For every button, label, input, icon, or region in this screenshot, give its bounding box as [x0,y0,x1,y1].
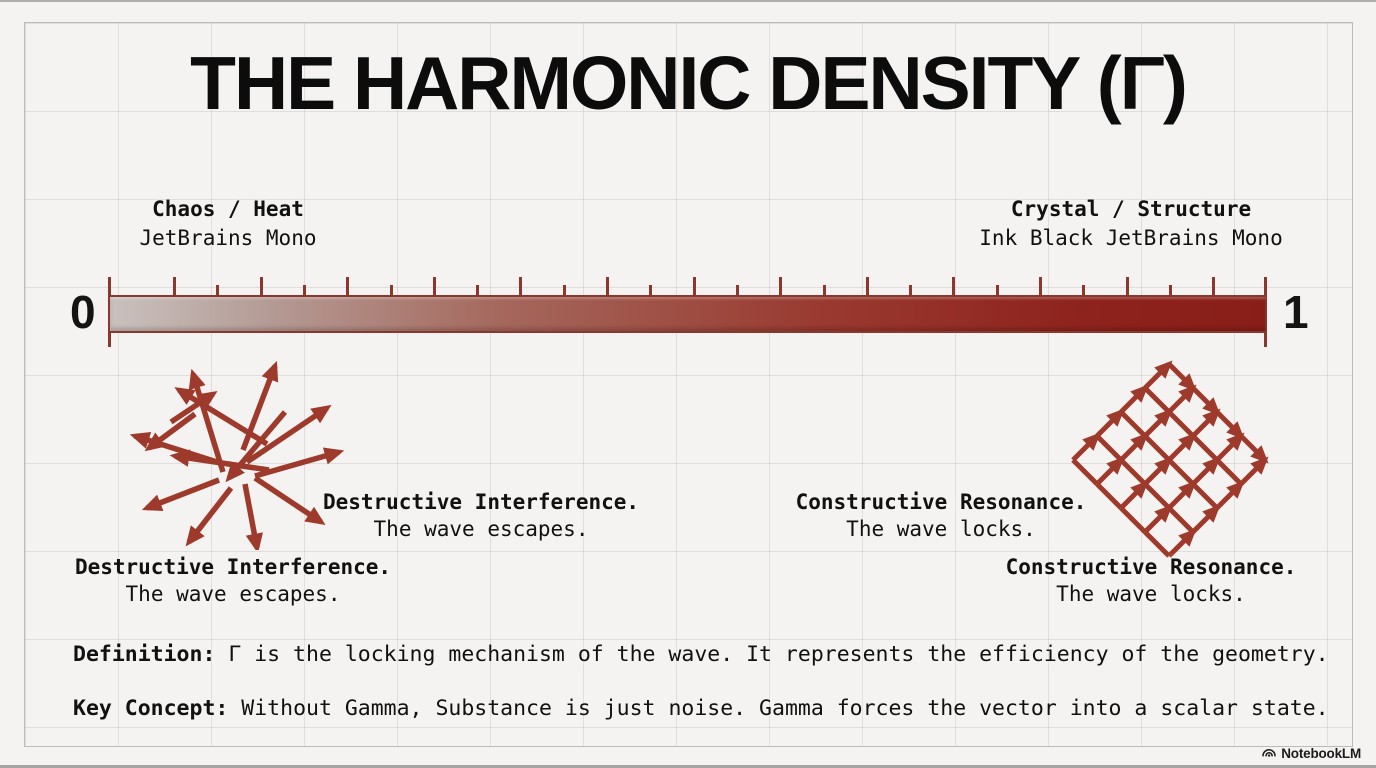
left-label-subtitle: JetBrains Mono [139,226,317,250]
caption-sub: The wave escapes. [373,517,589,541]
notebooklm-badge: NotebookLM [1261,745,1361,761]
caption-sub: The wave locks. [846,517,1036,541]
caption-constructive-bottom: Constructive Resonance. The wave locks. [971,554,1331,608]
chaos-arrows-icon [129,360,345,550]
page-title: THE HARMONIC DENSITY (Γ) [190,41,1188,125]
crystal-lattice-arrows-icon [1071,360,1269,558]
scale-ticks [110,277,1266,295]
scale-min-value: 0 [70,286,96,338]
bottom-edge-line [0,765,1376,768]
notebooklm-icon [1262,749,1277,757]
left-label-title: Chaos / Heat [152,197,304,221]
definition-text: Γ is the locking mechanism of the wave. … [215,642,1329,667]
caption-title: Destructive Interference. [74,555,392,579]
caption-sub: The wave escapes. [125,582,341,606]
key-concept-label: Key Concept: [73,696,229,721]
definition-line: Definition: Γ is the locking mechanism o… [73,642,1333,667]
scale-endcap-left [108,277,111,347]
density-gradient-bar [110,295,1266,333]
scale-left-label: Chaos / Heat JetBrains Mono [58,195,398,253]
key-concept-line: Key Concept: Without Gamma, Substance is… [73,696,1333,721]
top-edge-line [0,0,1376,2]
caption-destructive-bottom: Destructive Interference. The wave escap… [53,554,413,608]
caption-destructive-mid: Destructive Interference. The wave escap… [301,489,661,543]
caption-sub: The wave locks. [1056,582,1246,606]
caption-title: Constructive Resonance. [1005,555,1297,579]
notebooklm-label: NotebookLM [1281,745,1361,761]
scale-right-label: Crystal / Structure Ink Black JetBrains … [961,195,1301,253]
caption-constructive-mid: Constructive Resonance. The wave locks. [761,489,1121,543]
caption-title: Constructive Resonance. [795,490,1087,514]
key-concept-text: Without Gamma, Substance is just noise. … [228,696,1329,721]
right-label-subtitle: Ink Black JetBrains Mono [979,226,1283,250]
definition-label: Definition: [73,642,216,667]
right-label-title: Crystal / Structure [1010,197,1252,221]
scale-max-value: 1 [1283,286,1309,338]
caption-title: Destructive Interference. [322,490,640,514]
